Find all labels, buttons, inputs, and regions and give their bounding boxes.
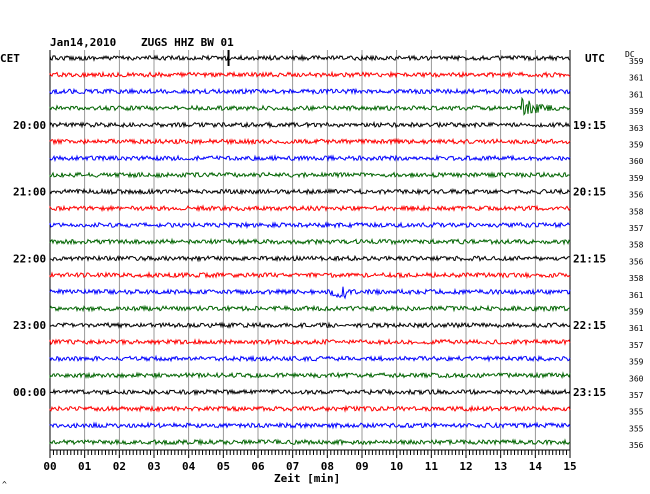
x-tick-label: 03 (147, 460, 160, 473)
dc-offset-label: 355 (629, 424, 644, 433)
dc-offset-label: 360 (629, 157, 644, 166)
trace-line (49, 388, 571, 397)
grid-lines (49, 50, 571, 458)
right-hour-label: 23:15 (573, 386, 606, 399)
dc-offset-label: 359 (629, 57, 644, 66)
trace-line (49, 371, 571, 380)
left-hour-label: 22:00 (13, 252, 46, 265)
x-tick-label: 11 (425, 460, 439, 473)
left-hour-label: 23:00 (13, 319, 46, 332)
dc-offset-label: 357 (629, 224, 644, 233)
right-timezone-label: UTC (585, 52, 605, 65)
trace-line (49, 87, 571, 96)
left-hour-label: 00:00 (13, 386, 46, 399)
trace-line (49, 404, 571, 413)
dc-offset-label: 358 (629, 274, 644, 283)
dc-offset-label: 363 (629, 124, 644, 133)
dc-offset-label: 357 (629, 391, 644, 400)
x-tick-label: 05 (217, 460, 230, 473)
chart-station: ZUGS HHZ BW 01 (141, 36, 234, 49)
trace-line (49, 271, 571, 280)
right-hour-label: 19:15 (573, 119, 606, 132)
trace-line (49, 237, 571, 246)
dc-offset-label: 356 (629, 257, 644, 266)
dc-offset-label: 361 (629, 324, 644, 333)
right-hour-label: 20:15 (573, 186, 606, 199)
x-tick-label: 10 (390, 460, 403, 473)
right-hour-label: 21:15 (573, 252, 606, 265)
x-tick-label: 02 (113, 460, 126, 473)
dc-offset-label: 361 (629, 74, 644, 83)
x-tick-label: 06 (251, 460, 265, 473)
trace-line (49, 286, 571, 300)
trace-line (49, 187, 571, 196)
trace-line (49, 96, 571, 116)
trace-line (49, 171, 571, 179)
dc-offset-label: 355 (629, 408, 644, 417)
dc-offset-label: 361 (629, 291, 644, 300)
trace-line (49, 304, 571, 313)
dc-offset-label: 358 (629, 241, 644, 250)
right-hour-label: 22:15 (573, 319, 606, 332)
x-tick-label: 07 (286, 460, 299, 473)
dc-offset-label: 356 (629, 441, 644, 450)
dc-offset-label: 361 (629, 90, 644, 99)
trace-line (49, 70, 571, 79)
trace-line (49, 438, 571, 447)
dc-offset-label: 359 (629, 308, 644, 317)
x-tick-label: 01 (78, 460, 92, 473)
trace-line (49, 204, 571, 213)
trace-line (49, 154, 571, 163)
dc-offset-label: 359 (629, 174, 644, 183)
labels-group: 00 01 02 03 04 05 06 07 08 09 10 11 12 13 14 15 359 361 36… (13, 57, 644, 473)
dc-offset-label: 359 (629, 358, 644, 367)
x-tick-label: 15 (563, 460, 576, 473)
x-tick-label: 04 (182, 460, 196, 473)
left-hour-label: 21:00 (13, 186, 46, 199)
trace-line (49, 338, 571, 346)
x-tick-label: 08 (321, 460, 334, 473)
x-tick-label: 12 (459, 460, 472, 473)
dc-offset-label: 358 (629, 207, 644, 216)
x-tick-label: 13 (494, 460, 507, 473)
trace-line (49, 354, 571, 363)
dc-label: DC (625, 50, 635, 59)
traces-group (49, 50, 571, 447)
trace-line (49, 53, 571, 62)
trace-line (49, 220, 571, 230)
dc-offset-label: 359 (629, 107, 644, 116)
dc-offset-label: 356 (629, 191, 644, 200)
x-tick-label: 14 (529, 460, 543, 473)
dc-offset-label: 359 (629, 141, 644, 150)
trace-line (49, 120, 571, 129)
x-axis-title: Zeit [min] (274, 472, 340, 485)
left-hour-label: 20:00 (13, 119, 46, 132)
x-tick-label: 09 (355, 460, 368, 473)
trace-line (49, 254, 571, 263)
trace-line (49, 421, 571, 430)
chart-date: Jan14,2010 (50, 36, 116, 49)
trace-line (49, 321, 571, 330)
trace-line (49, 137, 571, 146)
dc-offset-label: 357 (629, 341, 644, 350)
x-tick-label: 00 (43, 460, 56, 473)
left-timezone-label: CET (0, 52, 20, 65)
footnote: ^ (2, 480, 7, 489)
dc-offset-label: 360 (629, 374, 644, 383)
